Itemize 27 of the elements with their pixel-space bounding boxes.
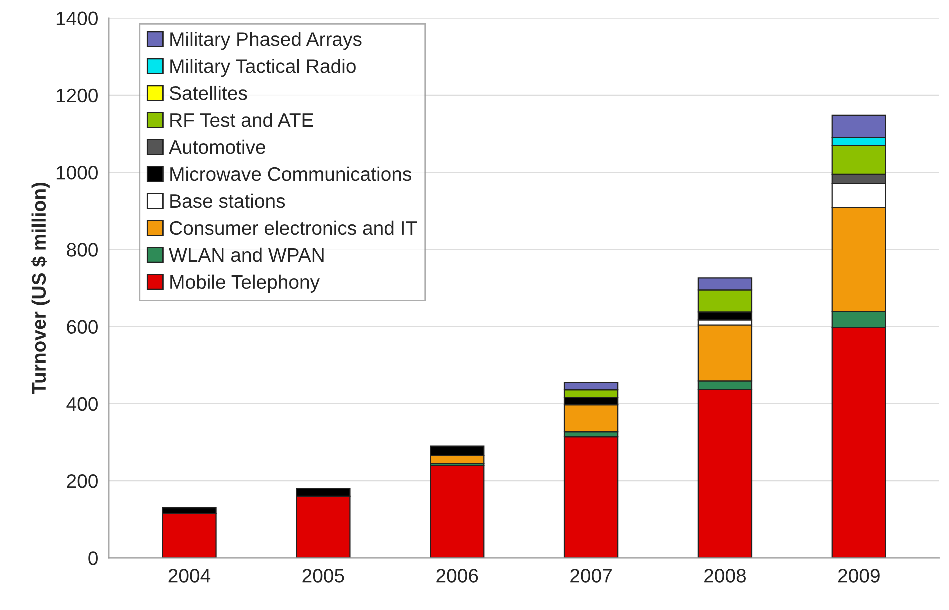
legend-label: Microwave Communications <box>170 166 412 182</box>
legend-label: Satellites <box>170 86 248 100</box>
y-tick-label: 600 <box>67 320 98 334</box>
y-tick-label: 200 <box>67 474 98 488</box>
x-tick-label: 2004 <box>168 569 211 583</box>
x-tick-label: 2006 <box>436 569 478 583</box>
x-tick-label: 2005 <box>302 569 344 583</box>
legend-label: WLAN and WPAN <box>169 248 324 262</box>
y-tick-label: 1200 <box>56 88 98 103</box>
x-tick-label: 2009 <box>838 569 880 583</box>
bar <box>564 436 619 558</box>
y-tick-label: 1400 <box>56 12 98 26</box>
x-tick-label: 2008 <box>704 569 746 583</box>
y-axis-title: Turnover (US $ million) <box>31 182 50 394</box>
legend-label: Military Phased Arrays <box>170 32 362 50</box>
legend-label: RF Test and ATE <box>170 112 314 128</box>
y-tick-label: 400 <box>66 397 98 412</box>
x-tick-label: 2007 <box>570 569 612 583</box>
legend-label: Automotive <box>169 140 266 154</box>
bar <box>430 465 485 558</box>
y-tick-label: 800 <box>67 243 98 257</box>
legend-label: Military Tactical Radio <box>170 58 356 78</box>
legend-label: Base stations <box>170 194 286 208</box>
y-tick-label: 1000 <box>56 166 98 180</box>
y-tick-label: 0 <box>88 552 98 566</box>
legend-label: Consumer electronics and IT <box>170 220 418 236</box>
legend-label: Mobile Telephony <box>170 274 320 293</box>
